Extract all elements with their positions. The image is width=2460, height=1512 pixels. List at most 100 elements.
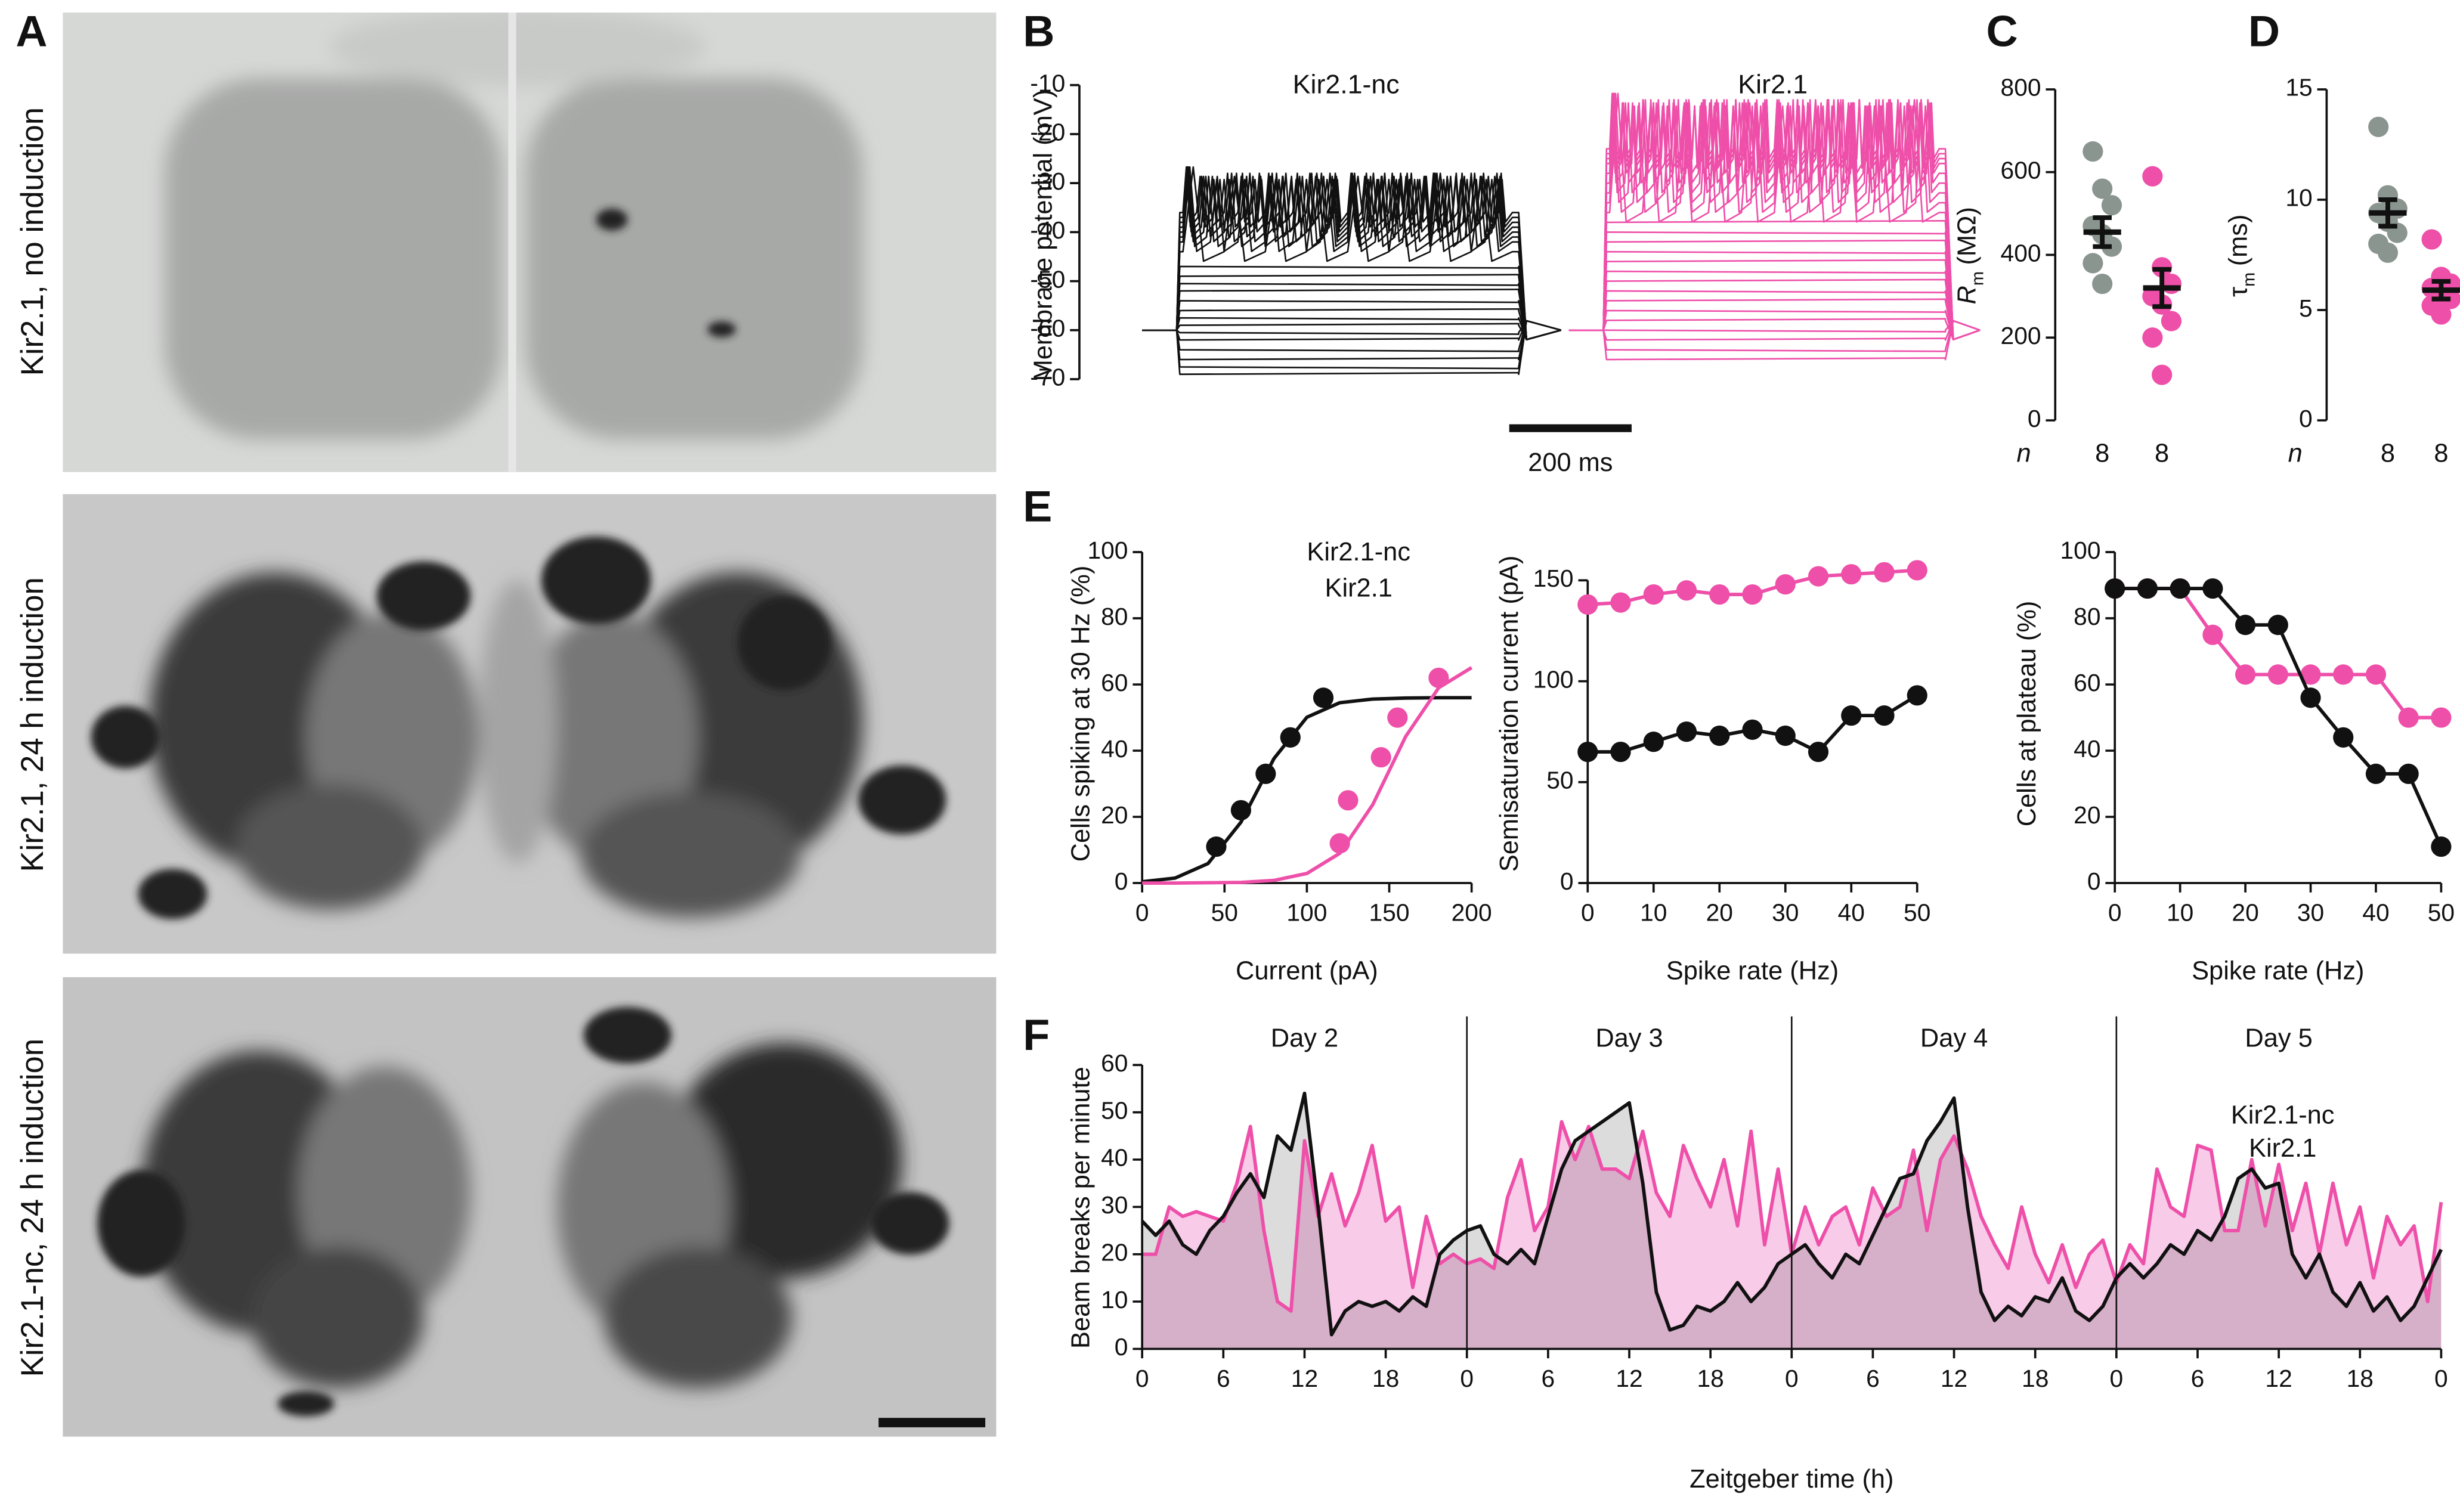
y-axis-label: Cells spiking at 30 Hz (%)	[1067, 566, 1096, 862]
x-tick-label: 20	[1706, 898, 1733, 926]
y-tick-label: 600	[2001, 156, 2041, 184]
data-point	[2398, 707, 2419, 728]
x-tick-label: 6	[2191, 1365, 2205, 1392]
y-tick-label: 10	[2285, 184, 2312, 212]
x-tick-label: 0	[2110, 1365, 2124, 1392]
data-point	[1676, 580, 1697, 601]
x-tick-label: 200	[1452, 898, 1492, 926]
data-point	[2333, 727, 2354, 748]
y-tick-label: 15	[2285, 74, 2312, 101]
y-tick-label: 0	[1115, 1333, 1128, 1361]
data-point	[2235, 615, 2256, 636]
legend-entry: Kir2.1-nc	[2231, 1101, 2335, 1130]
data-point	[2142, 166, 2163, 187]
voltage-trace	[1568, 250, 1981, 340]
series-label: Kir2.1	[1738, 70, 1808, 100]
data-point	[1206, 836, 1227, 857]
data-point	[2101, 195, 2122, 216]
voltage-trace	[1142, 166, 1561, 340]
y-tick-label: 60	[1101, 1049, 1128, 1077]
image-label: Kir2.1-nc, 24 h induction	[15, 1039, 50, 1377]
y-tick-label: 150	[1533, 565, 1574, 592]
x-tick-label: 6	[1217, 1365, 1230, 1392]
data-point	[1841, 705, 1862, 726]
y-tick-label: -70	[1030, 364, 1065, 391]
x-tick-label: 12	[1291, 1365, 1318, 1392]
data-point	[1742, 719, 1763, 740]
y-tick-label: 20	[1101, 1238, 1128, 1266]
n-label: n	[2017, 439, 2031, 467]
series-line	[2115, 587, 2442, 720]
x-axis-label: Zeitgeber time (h)	[1689, 1465, 1893, 1494]
data-point	[2431, 304, 2452, 325]
y-tick-label: -40	[1030, 216, 1065, 244]
image-label: Kir2.1, no induction	[15, 107, 50, 376]
voltage-trace	[1142, 166, 1561, 340]
day-label: Day 3	[1595, 1024, 1663, 1053]
x-tick-label: 150	[1369, 898, 1410, 926]
y-label-subscript: m	[1968, 271, 1987, 286]
data-point	[1280, 727, 1301, 748]
data-point	[1338, 790, 1359, 811]
y-tick-label: 100	[2060, 537, 2101, 564]
data-point	[1874, 705, 1895, 726]
x-tick-label: 50	[1904, 898, 1930, 926]
x-tick-label: 0	[2434, 1365, 2448, 1392]
x-tick-label: 0	[1135, 898, 1149, 926]
y-tick-label: -10	[1030, 69, 1065, 97]
data-point	[2083, 141, 2103, 162]
data-point	[1874, 562, 1895, 583]
data-point	[1370, 747, 1391, 768]
data-point	[1676, 721, 1697, 742]
y-tick-label: 10	[1101, 1286, 1128, 1313]
y-tick-label: 400	[2001, 239, 2041, 267]
x-tick-label: 40	[1838, 898, 1865, 926]
panel-label: F	[1023, 1010, 1050, 1059]
voltage-trace	[1568, 320, 1981, 352]
data-point	[1230, 800, 1252, 821]
x-axis-label: Spike rate (Hz)	[2192, 957, 2364, 986]
data-point	[1808, 741, 1829, 763]
data-point	[2267, 615, 2288, 636]
data-point	[2092, 273, 2113, 295]
data-point	[1643, 584, 1664, 605]
y-tick-label: -50	[1030, 265, 1065, 293]
fit-curve	[1141, 696, 1472, 884]
data-point	[2377, 242, 2399, 263]
x-tick-label: 6	[1866, 1365, 1880, 1392]
day-label: Day 2	[1271, 1024, 1338, 1053]
panel-label: E	[1023, 481, 1052, 531]
data-point	[1841, 564, 1862, 585]
n-value: 8	[2155, 439, 2169, 467]
x-tick-label: 40	[2362, 898, 2389, 926]
panel-label: C	[1986, 6, 2017, 55]
y-tick-label: 0	[2299, 405, 2313, 432]
y-tick-label: 50	[1101, 1096, 1128, 1124]
y-axis-label: τm (ms)	[2224, 215, 2258, 298]
data-point	[1313, 687, 1334, 708]
scale-bar-label: 200 ms	[1528, 448, 1613, 477]
data-point	[2105, 578, 2125, 599]
data-point	[1610, 592, 1631, 613]
image-label: Kir2.1, 24 h induction	[15, 577, 50, 872]
data-point	[1742, 584, 1763, 605]
y-tick-label: -60	[1030, 315, 1065, 342]
y-axis-label: Membrane potential (mV)	[1029, 89, 1058, 382]
x-tick-label: 18	[2022, 1365, 2049, 1392]
day-label: Day 5	[2245, 1024, 2312, 1053]
panel-label: A	[16, 6, 47, 55]
data-point	[1775, 574, 1796, 595]
data-point	[1428, 667, 1449, 689]
voltage-trace	[1568, 318, 1981, 340]
voltage-trace	[1142, 166, 1561, 340]
y-tick-label: 40	[2074, 735, 2100, 763]
data-point	[2142, 327, 2163, 348]
data-point	[2421, 229, 2442, 250]
data-point	[1643, 732, 1664, 752]
voltage-trace	[1568, 92, 1981, 340]
x-tick-label: 6	[1542, 1365, 1555, 1392]
legend-entry: Kir2.1	[1325, 574, 1393, 603]
voltage-trace	[1142, 320, 1561, 370]
panel-label: D	[2248, 6, 2280, 55]
data-point	[2152, 364, 2173, 385]
